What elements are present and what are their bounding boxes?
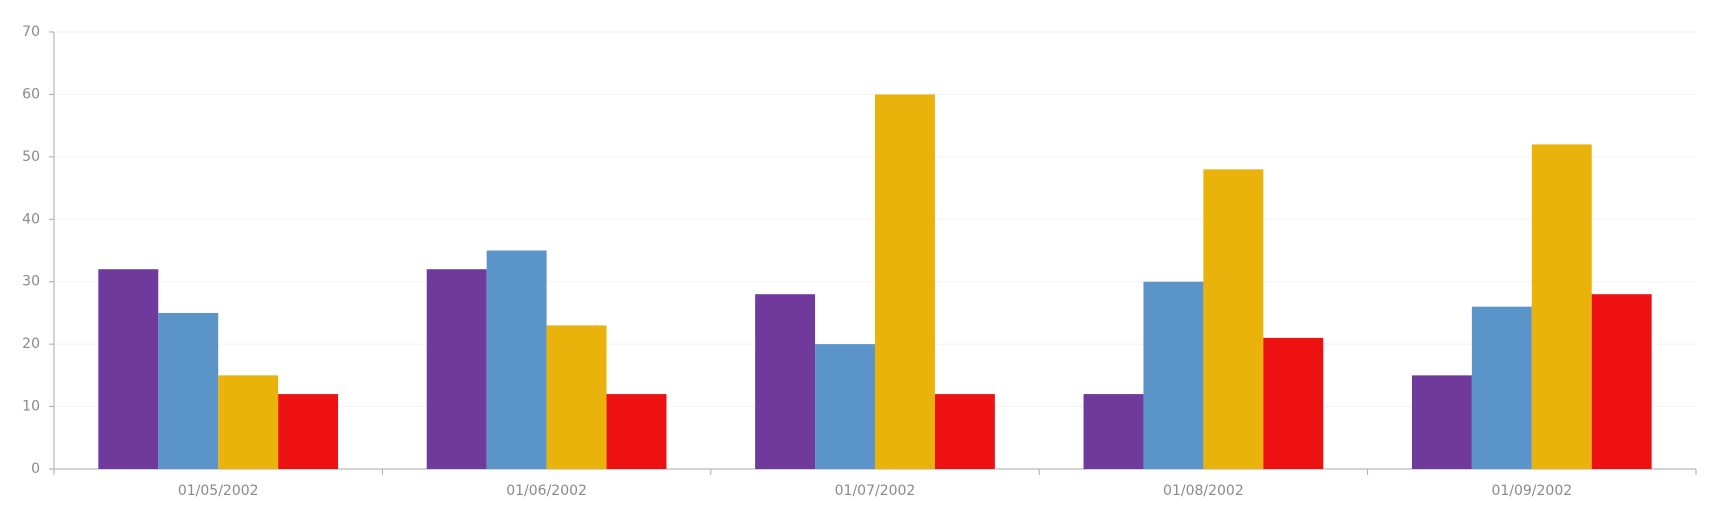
y-tick-label: 40: [22, 211, 40, 227]
x-tick-label: 01/06/2002: [506, 483, 587, 499]
bar: [546, 325, 607, 469]
bar: [1531, 144, 1592, 469]
y-tick-label: 70: [22, 24, 40, 40]
x-tick-label: 01/09/2002: [1491, 483, 1572, 499]
bar: [278, 394, 339, 469]
bar: [1591, 294, 1652, 469]
x-tick-label: 01/08/2002: [1163, 483, 1244, 499]
bar: [426, 269, 487, 469]
bar: [1263, 337, 1324, 469]
bar: [1471, 306, 1532, 469]
y-tick-label: 10: [22, 399, 40, 415]
bar: [875, 94, 935, 469]
bar: [1203, 169, 1264, 470]
bar: [934, 394, 995, 469]
bar: [606, 394, 667, 469]
bar: [755, 294, 816, 469]
y-tick-label: 30: [22, 274, 40, 290]
bar: [1411, 375, 1472, 469]
y-tick-label: 20: [22, 336, 40, 352]
x-tick-label: 01/07/2002: [835, 483, 916, 499]
bar: [1143, 281, 1204, 469]
y-tick-label: 50: [22, 149, 40, 165]
x-tick-label: 01/05/2002: [178, 483, 259, 499]
bar: [98, 269, 159, 469]
bar: [1083, 394, 1144, 469]
bar: [158, 312, 219, 469]
bar: [218, 375, 279, 469]
bar: [486, 250, 547, 469]
bar: [815, 344, 875, 469]
y-tick-label: 60: [22, 86, 40, 102]
y-tick-label: 0: [31, 461, 40, 477]
